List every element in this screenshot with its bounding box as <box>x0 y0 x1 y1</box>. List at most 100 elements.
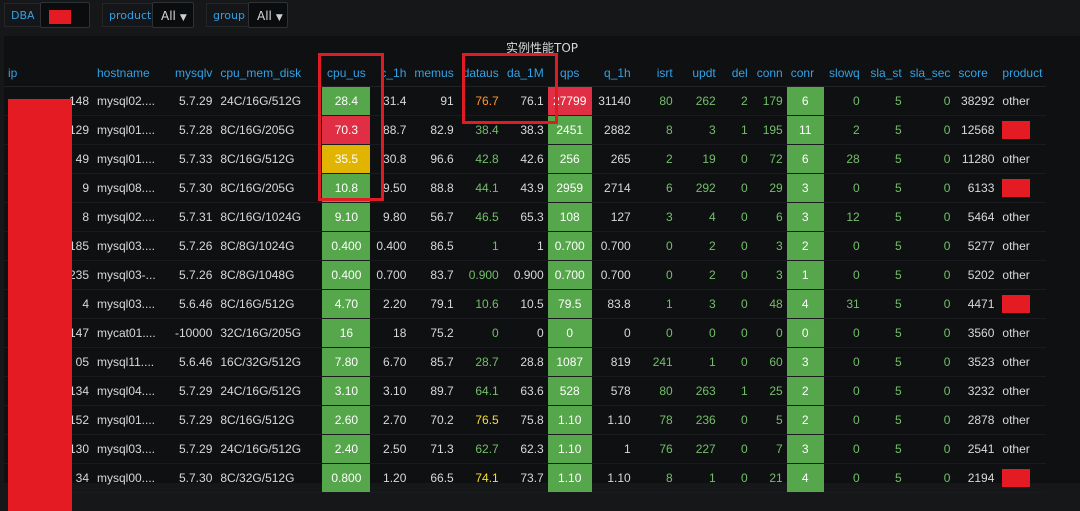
cell-c-1h: 3.10 <box>370 376 411 406</box>
column-header-da-1M[interactable]: da_1M <box>502 60 548 87</box>
cell-dataus: 64.1 <box>457 376 503 406</box>
cell-del: 0 <box>719 202 752 232</box>
cell-memus: 82.9 <box>410 115 458 145</box>
cell-score: 2194 <box>954 463 999 493</box>
cell-memus: 83.7 <box>410 260 458 290</box>
cell-conn: 6 <box>751 202 787 232</box>
cell-product <box>998 463 1047 493</box>
cell-sla-st: 5 <box>863 202 906 232</box>
column-header-conn[interactable]: conn <box>751 60 787 87</box>
cell-cpu-mem-disk: 8C/16G/512G <box>216 405 323 435</box>
cell-hostname: mysql02.... <box>93 86 171 116</box>
cell-del: 0 <box>719 144 752 174</box>
cell-da-1M: 10.5 <box>502 289 548 319</box>
cell-conr: 3 <box>786 347 824 377</box>
cell-updt: 3 <box>676 289 720 319</box>
column-header-conr[interactable]: conr <box>786 60 824 87</box>
cell-sla-sec: 0 <box>905 86 955 116</box>
cell-cpu-us: 10.8 <box>322 173 371 203</box>
cell-conn: 5 <box>751 405 787 435</box>
cell-qps: 1.10 <box>547 463 592 493</box>
cell-mysqlv: 5.6.46 <box>171 347 217 377</box>
column-header-cpu-mem-disk[interactable]: cpu_mem_disk <box>216 60 323 87</box>
cell-del: 1 <box>719 115 752 145</box>
column-header-slowq[interactable]: slowq <box>823 60 864 87</box>
column-header-score[interactable]: score <box>954 60 999 87</box>
cell-cpu-mem-disk: 8C/16G/512G <box>216 144 323 174</box>
cell-del: 0 <box>719 434 752 464</box>
cell-product <box>998 115 1047 145</box>
cell-updt: 236 <box>676 405 720 435</box>
column-header-updt[interactable]: updt <box>676 60 720 87</box>
cell-cpu-us: 28.4 <box>322 86 371 116</box>
cell-conn: 3 <box>751 260 787 290</box>
cell-memus: 56.7 <box>410 202 458 232</box>
cell-slowq: 0 <box>823 86 864 116</box>
table-row: 147 mycat01.... -10000 32C/16G/205G 16 18 75.2… <box>4 318 1047 348</box>
cell-sla-st: 5 <box>863 144 906 174</box>
cell-q-1h: 2882 <box>591 115 635 145</box>
cell-memus: 70.2 <box>410 405 458 435</box>
column-header-c-1h[interactable]: c_1h <box>370 60 411 87</box>
cell-c-1h: 0.400 <box>370 231 411 261</box>
product-select[interactable]: All ▼ <box>152 2 194 28</box>
cell-conr: 6 <box>786 144 824 174</box>
column-header-ip[interactable]: ip <box>4 60 93 87</box>
column-header-hostname[interactable]: hostname <box>93 60 171 87</box>
cell-da-1M: 73.7 <box>502 463 548 493</box>
cell-del: 0 <box>719 260 752 290</box>
cell-memus: 75.2 <box>410 318 458 348</box>
dba-select[interactable]: ▼ <box>40 2 90 49</box>
cell-q-1h: 578 <box>591 376 635 406</box>
cell-da-1M: 43.9 <box>502 173 548 203</box>
column-header-qps[interactable]: qps <box>547 60 592 87</box>
cell-cpu-mem-disk: 16C/32G/512G <box>216 347 323 377</box>
cell-product: other <box>998 318 1047 348</box>
cell-da-1M: 0.900 <box>502 260 548 290</box>
column-header-dataus[interactable]: dataus <box>457 60 503 87</box>
cell-hostname: mysql03.... <box>93 231 171 261</box>
column-header-memus[interactable]: memus <box>410 60 458 87</box>
table-row: 49 mysql01.... 5.7.33 8C/16G/512G 35.5 30.8 96… <box>4 144 1047 174</box>
cell-hostname: mysql03.... <box>93 434 171 464</box>
column-header-q-1h[interactable]: q_1h <box>591 60 635 87</box>
column-header-sla-sec[interactable]: sla_sec <box>905 60 955 87</box>
column-header-sla-st[interactable]: sla_st <box>863 60 906 87</box>
cell-conn: 3 <box>751 231 787 261</box>
cell-dataus: 44.1 <box>457 173 503 203</box>
panel-title[interactable]: 实例性能TOP <box>505 41 578 55</box>
cell-score: 5277 <box>954 231 999 261</box>
cell-sla-st: 5 <box>863 115 906 145</box>
cell-c-1h: 1.20 <box>370 463 411 493</box>
cell-product <box>998 173 1047 203</box>
cell-q-1h: 127 <box>591 202 635 232</box>
cell-sla-sec: 0 <box>905 260 955 290</box>
cell-memus: 71.3 <box>410 434 458 464</box>
table-row: 134 mysql04.... 5.7.29 24C/16G/512G 3.10 3.10… <box>4 376 1047 406</box>
cell-mysqlv: 5.7.30 <box>171 463 217 493</box>
dba-label: DBA <box>4 3 42 27</box>
column-header-product[interactable]: product <box>998 60 1047 87</box>
cell-score: 6133 <box>954 173 999 203</box>
cell-product: other <box>998 260 1047 290</box>
cell-sla-sec: 0 <box>905 231 955 261</box>
column-header-cpu-us[interactable]: cpu_us <box>322 60 371 87</box>
cell-da-1M: 1 <box>502 231 548 261</box>
group-select[interactable]: All ▼ <box>248 2 288 28</box>
column-header-mysqlv[interactable]: mysqlv <box>171 60 217 87</box>
cell-q-1h: 265 <box>591 144 635 174</box>
column-header-del[interactable]: del <box>719 60 752 87</box>
cell-cpu-us: 0.400 <box>322 231 371 261</box>
cell-qps: 256 <box>547 144 592 174</box>
cell-mysqlv: 5.6.46 <box>171 289 217 319</box>
table-row: 130 mysql03.... 5.7.29 24C/16G/512G 2.40 2.50… <box>4 434 1047 464</box>
cell-q-1h: 1 <box>591 434 635 464</box>
cell-updt: 19 <box>676 144 720 174</box>
cell-del: 0 <box>719 405 752 435</box>
cell-sla-st: 5 <box>863 86 906 116</box>
cell-qps: 1.10 <box>547 405 592 435</box>
cell-q-1h: 83.8 <box>591 289 635 319</box>
cell-memus: 79.1 <box>410 289 458 319</box>
column-header-isrt[interactable]: isrt <box>634 60 677 87</box>
cell-updt: 263 <box>676 376 720 406</box>
